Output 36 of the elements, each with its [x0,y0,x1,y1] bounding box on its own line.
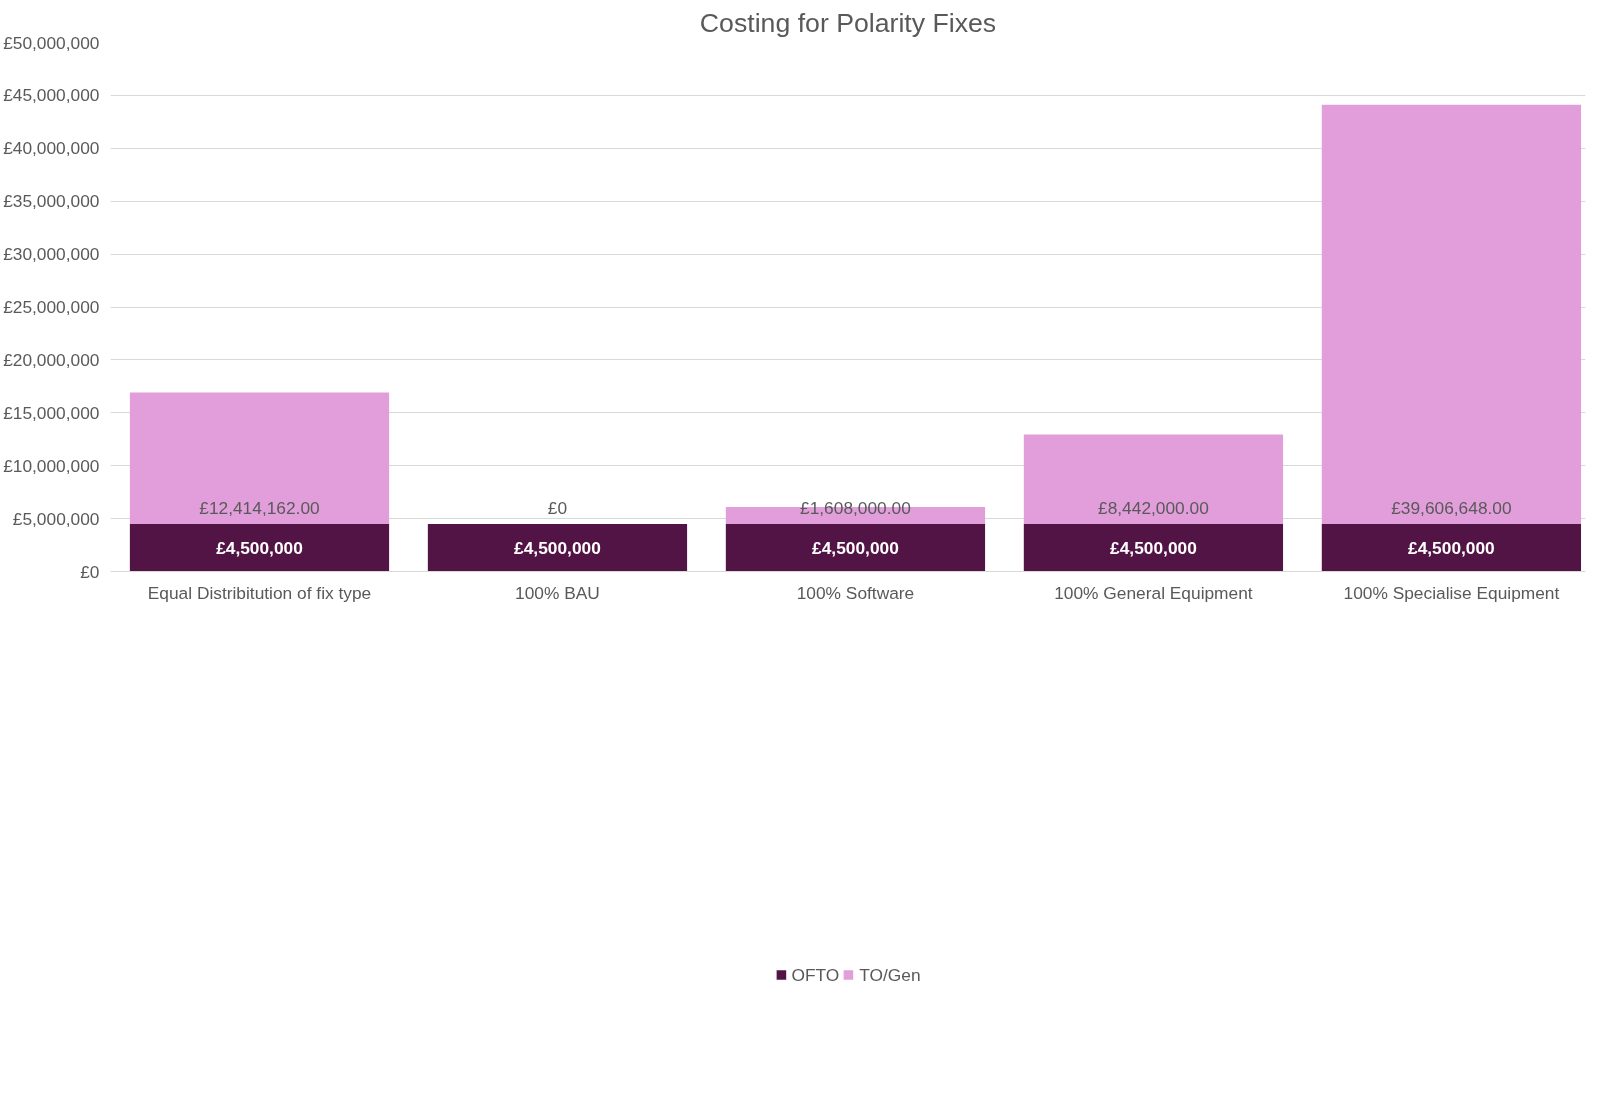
y-tick-label: £20,000,000 [3,349,100,370]
legend-label: OFTO [791,964,840,986]
data-label: £4,500,000 [812,537,899,558]
bar [129,523,390,572]
bar [1321,523,1582,572]
data-label: £4,500,000 [216,537,303,558]
data-label: £0 [547,497,568,518]
data-label: £4,500,000 [1110,537,1197,558]
data-label: £39,606,648.00 [1391,497,1512,518]
x-tick-label: 100% BAU [515,582,600,603]
y-tick-label: £30,000,000 [3,244,100,265]
chart-title: Costing for Polarity Fixes [699,7,997,38]
x-tick-label: Equal Distribitution of fix type [147,582,372,603]
legend-label: TO/Gen [859,964,921,986]
data-label: £8,442,000.00 [1098,497,1209,518]
y-tick-label: £45,000,000 [3,85,100,106]
y-tick-label: £5,000,000 [12,508,100,529]
bar [427,523,688,572]
x-tick-label: 100% General Equipment [1054,582,1253,603]
x-tick-label: 100% Software [796,582,915,603]
y-tick-label: £25,000,000 [3,297,100,317]
y-tick-label: £15,000,000 [3,402,100,423]
y-tick-label: £0 [80,561,100,582]
data-label: £12,414,162.00 [199,497,320,518]
data-label: £4,500,000 [514,537,601,558]
y-tick-label: £35,000,000 [3,191,100,212]
x-tick-label: 100% Specialise Equipment [1343,582,1560,603]
bar [1023,434,1284,524]
y-tick-label: £50,000,000 [3,32,100,53]
bar [1023,523,1284,572]
bar [725,523,986,572]
y-tick-label: £40,000,000 [3,138,100,159]
data-label: £4,500,000 [1408,537,1495,558]
bar [129,392,390,524]
y-tick-label: £10,000,000 [3,455,100,476]
bar [1321,104,1582,524]
